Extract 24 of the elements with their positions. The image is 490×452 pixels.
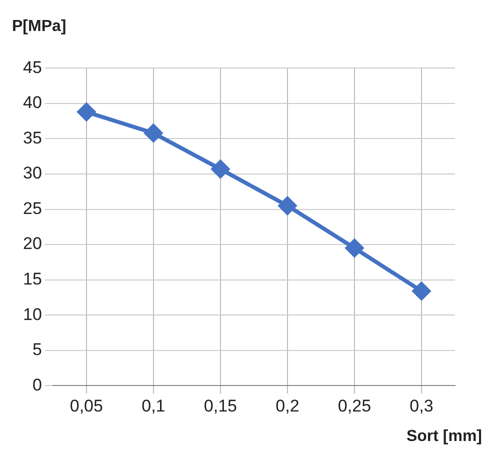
y-tick-label: 40 bbox=[22, 93, 42, 112]
point bbox=[211, 160, 230, 178]
y-tick-label: 30 bbox=[22, 164, 42, 183]
y-tick-label: 25 bbox=[22, 198, 42, 218]
point bbox=[278, 196, 296, 215]
x-tick-label: 0,2 bbox=[276, 396, 300, 416]
y-tick-label: 0 bbox=[32, 375, 42, 394]
point bbox=[77, 102, 96, 121]
x-tick-label: 0,3 bbox=[410, 396, 434, 416]
y-tick-label: 15 bbox=[22, 269, 42, 288]
point bbox=[412, 282, 430, 300]
y-tick-label: 35 bbox=[22, 128, 42, 148]
x-tick-label: 0,15 bbox=[204, 396, 237, 416]
y-tick-label: 5 bbox=[32, 340, 42, 360]
point bbox=[345, 239, 364, 258]
y-tick-label: 45 bbox=[22, 58, 42, 77]
x-tick-label: 0,25 bbox=[338, 396, 372, 416]
x-tick-label: 0,1 bbox=[142, 396, 166, 416]
x-axis-title: Sort [mm] bbox=[406, 428, 482, 446]
y-tick-label: 10 bbox=[22, 304, 42, 324]
y-axis-title: P[MPa] bbox=[12, 18, 66, 36]
x-tick-label: 0,05 bbox=[70, 396, 103, 416]
point bbox=[144, 124, 162, 142]
y-tick-label: 20 bbox=[22, 234, 42, 254]
